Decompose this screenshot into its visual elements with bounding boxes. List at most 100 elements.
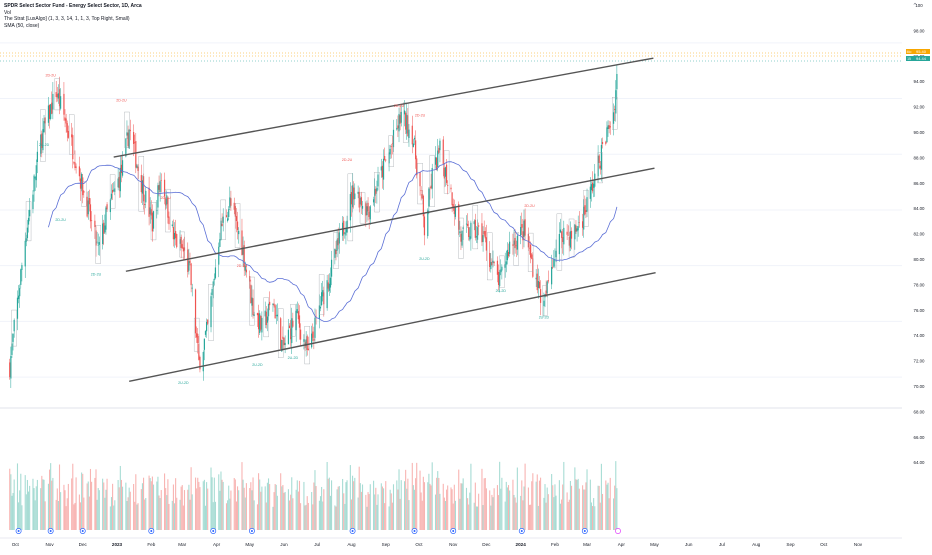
- candle-body: [292, 320, 294, 327]
- strat-boxes: [11, 78, 618, 365]
- volume-bar: [102, 478, 104, 530]
- strat-indicator-label[interactable]: The Strat [LuxAlgo] (1, 3, 3, 14, 1, 1, …: [4, 16, 130, 23]
- volume-bar: [420, 492, 422, 530]
- volume-bar: [56, 488, 58, 530]
- volume-bar: [458, 469, 460, 530]
- volume-bar: [136, 504, 138, 530]
- candle-body: [210, 296, 212, 328]
- candle-body: [87, 200, 89, 215]
- volume-bar: [16, 463, 19, 530]
- candle-body: [314, 317, 316, 338]
- volume-bar: [483, 478, 485, 530]
- volume-bar: [475, 506, 477, 530]
- candle-body: [427, 210, 429, 237]
- volume-bar: [156, 481, 158, 530]
- candle-body: [75, 166, 77, 168]
- candle-body: [520, 227, 522, 236]
- volume-bar: [353, 481, 355, 530]
- volume-bar: [509, 490, 511, 530]
- price-tag-bg: [912, 49, 930, 54]
- volume-bar: [19, 490, 21, 530]
- volume-bar: [437, 471, 439, 530]
- volume-bar: [489, 490, 491, 530]
- volume-bar: [567, 501, 569, 530]
- candle-body: [67, 130, 69, 138]
- volume-bar: [415, 478, 417, 530]
- volume-bar: [505, 481, 507, 530]
- volume-bar: [10, 474, 12, 530]
- volume-bar: [258, 473, 260, 530]
- event-markers: [15, 528, 588, 534]
- candle-body: [81, 173, 83, 189]
- candle-body: [274, 305, 276, 319]
- volume-bar: [327, 478, 329, 530]
- volume-bar: [465, 487, 468, 530]
- candle-body: [521, 224, 523, 228]
- volume-bar: [287, 489, 289, 530]
- candle-body: [591, 182, 594, 192]
- volume-bar: [292, 498, 294, 530]
- symbol-title[interactable]: SPDR Select Sector Fund - Energy Select …: [4, 3, 142, 9]
- volume-bar: [429, 483, 431, 530]
- candle-body: [25, 238, 27, 242]
- volume-bar: [33, 488, 35, 530]
- volume-bar: [73, 504, 75, 530]
- price-tags: Mo 95.40 15 94.44: [906, 49, 930, 61]
- volume-bar: [405, 469, 407, 530]
- x-tick-label: Aug: [752, 542, 761, 547]
- candle-body: [245, 269, 248, 273]
- volume-bar: [86, 483, 88, 530]
- volume-bar: [305, 504, 307, 530]
- candle-body: [152, 211, 155, 229]
- volume-bar: [12, 493, 14, 530]
- sma-indicator-label[interactable]: SMA (50, close): [4, 22, 40, 29]
- candle-body: [512, 244, 514, 246]
- candle-body: [421, 194, 423, 199]
- volume-bar: [538, 480, 541, 530]
- candle-body: [492, 260, 494, 263]
- volume-bar: [105, 489, 107, 530]
- candle-body: [585, 210, 587, 213]
- candle-body: [346, 220, 348, 233]
- x-tick-label: Nov: [854, 542, 863, 547]
- candle-body: [600, 144, 603, 170]
- strat-box: [429, 155, 435, 207]
- candle-body: [396, 127, 398, 130]
- volume-bar: [413, 489, 416, 530]
- volume-bar: [535, 481, 537, 530]
- strat-label: 2U-2D: [39, 143, 50, 147]
- candle-body: [605, 141, 607, 144]
- candle-body: [451, 192, 453, 206]
- strat-box: [234, 203, 241, 248]
- volume-bar: [569, 480, 571, 530]
- candle-body: [445, 164, 448, 183]
- candle-body: [106, 204, 108, 210]
- volume-bar: [515, 502, 517, 530]
- candle-body: [74, 162, 76, 168]
- strat-box: [333, 232, 339, 269]
- volume-bar: [443, 497, 445, 530]
- x-tick-label: 2024: [516, 542, 527, 547]
- strat-label: 2D-2U: [116, 98, 127, 102]
- candle-body: [187, 249, 189, 272]
- volume-bar: [284, 491, 286, 530]
- candle-body: [102, 223, 104, 244]
- candle-body: [570, 230, 573, 239]
- candle-body: [10, 356, 12, 379]
- candle-body: [484, 231, 486, 239]
- candle-body: [403, 110, 406, 115]
- x-tick-label: Aug: [347, 542, 356, 547]
- candle-body: [377, 174, 379, 187]
- volume-indicator-label[interactable]: Vol: [4, 9, 11, 16]
- candle-body: [536, 273, 538, 291]
- volume-bar: [436, 477, 438, 530]
- strat-box: [458, 217, 464, 259]
- chevron-up-icon[interactable]: ⌃: [912, 3, 918, 10]
- candle-body: [389, 148, 391, 155]
- candle-body: [149, 207, 151, 215]
- candle-body: [406, 114, 408, 134]
- candle-body: [482, 235, 484, 242]
- volume-bar: [586, 469, 588, 530]
